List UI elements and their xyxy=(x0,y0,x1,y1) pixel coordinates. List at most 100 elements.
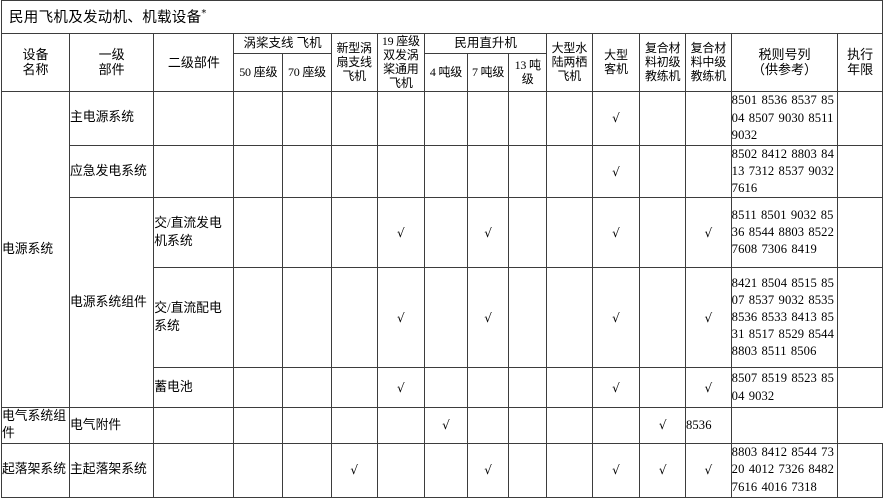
cell-mark-new-turbofan-regional xyxy=(330,197,378,268)
col-header-equipment-name: 设备 名称 xyxy=(1,33,70,92)
cell-mark-helicopter-4t xyxy=(424,267,468,368)
cell-mark-helicopter-13t xyxy=(508,442,547,498)
table-row: 电源系统组件 交/直流发电机系统 √ √ √ √ 8511 8501 9032 8536 8… xyxy=(2,197,883,408)
cell-mark-large-amphibious xyxy=(545,197,593,268)
cell-mark-large-passenger-aircraft xyxy=(545,407,593,444)
table-row: 电气系统组件 电气附件 √ √ 8536 xyxy=(1,407,883,444)
table-body: 电源系统 主电源系统 √ 8501 8536 8537 8504 8507 9030 … xyxy=(1,90,883,498)
cell-mark-turboprop-50-seat xyxy=(153,407,235,444)
table-row: 电源系统 主电源系统 √ 8501 8536 8537 8504 8507 9030 … xyxy=(1,90,883,409)
cell-execution-term xyxy=(837,197,883,268)
level1-part-line-1: 一级 xyxy=(98,46,125,62)
table-row: 应急发电系统 √ 8502 8412 8803 8413 7312 8537 903… xyxy=(2,144,883,199)
amphibious-line-2: 陆两栖 xyxy=(551,55,588,70)
check-icon: √ xyxy=(612,164,620,179)
cell-mark-turboprop-50-seat xyxy=(233,144,284,199)
cell-mark-nineteen-seat-twin-turboprop: √ xyxy=(376,367,426,408)
col-header-turboprop-70-seat: 70 座级 xyxy=(282,53,332,92)
cell-tariff-code: 8502 8412 8803 8413 7312 8537 9032 7616 xyxy=(730,144,839,199)
cell-mark-new-turbofan-regional xyxy=(282,407,332,444)
term-line-1: 执行 xyxy=(847,46,874,62)
check-icon: √ xyxy=(612,380,620,395)
composite-primary-line-2: 料初级 xyxy=(644,55,681,70)
cell-mark-new-turbofan-regional xyxy=(330,267,378,368)
page-title-asterisk: * xyxy=(201,7,207,19)
check-icon: √ xyxy=(704,380,713,395)
cell-mark-composite-primary-trainer xyxy=(639,144,686,199)
cell-mark-turboprop-70-seat xyxy=(282,90,332,146)
cell-mark-composite-intermediate-trainer: √ xyxy=(685,267,732,368)
cell-mark-large-passenger-aircraft: √ xyxy=(591,90,641,146)
cell-execution-term xyxy=(837,442,883,498)
nineteen-seat-line-1: 19 座级 xyxy=(381,34,420,48)
cell-mark-nineteen-seat-twin-turboprop xyxy=(330,407,378,444)
composite-intermediate-line-3: 教练机 xyxy=(690,69,727,84)
col-header-helicopter-4t: 4 吨级 xyxy=(424,53,468,92)
cell-mark-composite-intermediate-trainer: √ xyxy=(685,367,732,408)
cell-execution-term xyxy=(837,144,883,199)
cell-mark-helicopter-7t xyxy=(466,144,510,199)
col-header-large-passenger-aircraft: 大型 客机 xyxy=(591,33,641,92)
cell-level1-part: 电气系统组件 xyxy=(1,407,70,444)
cell-tariff-code: 8511 8501 9032 8536 8544 8803 8522 7608 … xyxy=(730,197,839,268)
equipment-tariff-table: 设备 名称 一级 部件 二级部件 涡桨支线 飞机 新型涡 扇支线 飞机 19 座… xyxy=(1,32,883,498)
amphibious-line-3: 飞机 xyxy=(557,69,582,84)
composite-primary-line-3: 教练机 xyxy=(644,69,681,84)
cell-mark-turboprop-50-seat xyxy=(233,267,284,368)
check-icon: √ xyxy=(397,310,405,325)
cell-execution-term xyxy=(730,407,839,444)
table-row: 蓄电池 √ √ √ 8507 8519 8523 8504 9032 xyxy=(2,367,883,408)
level1-part-line-2: 部件 xyxy=(98,62,125,78)
cell-mark-helicopter-13t xyxy=(508,144,547,199)
heli-13t-line-2: 级 xyxy=(521,72,534,87)
cell-mark-helicopter-4t xyxy=(376,407,426,444)
term-line-2: 年限 xyxy=(847,62,874,78)
cell-mark-new-turbofan-regional xyxy=(330,90,378,146)
cell-mark-helicopter-4t xyxy=(424,197,468,268)
cell-mark-helicopter-4t xyxy=(424,367,468,408)
cell-tariff-code: 8507 8519 8523 8504 9032 xyxy=(730,367,839,408)
cell-mark-helicopter-7t: √ xyxy=(466,267,510,368)
cell-mark-turboprop-50-seat xyxy=(233,90,284,146)
nineteen-seat-line-4: 飞机 xyxy=(389,76,413,91)
cell-mark-helicopter-13t xyxy=(466,407,510,444)
cell-level2-part xyxy=(153,90,235,146)
cell-mark-helicopter-13t xyxy=(508,90,547,146)
cell-mark-nineteen-seat-twin-turboprop xyxy=(376,144,426,199)
cell-execution-term xyxy=(837,367,883,408)
cell-level1-part: 电源系统组件 xyxy=(68,197,155,408)
composite-primary-line-1: 复合材 xyxy=(644,41,681,56)
cell-mark-turboprop-70-seat xyxy=(282,197,332,268)
cell-level2-part xyxy=(153,442,235,498)
col-header-helicopter-7t: 7 吨级 xyxy=(466,53,510,92)
cell-mark-turboprop-70-seat xyxy=(282,367,332,408)
cell-mark-helicopter-13t xyxy=(508,197,547,268)
cell-execution-term xyxy=(837,90,883,146)
cell-tariff-code: 8536 xyxy=(685,407,732,444)
new-turbofan-line-2: 扇支线 xyxy=(336,55,372,70)
cell-mark-nineteen-seat-twin-turboprop: √ xyxy=(376,197,426,268)
new-turbofan-line-1: 新型涡 xyxy=(336,41,372,56)
cell-mark-turboprop-70-seat xyxy=(282,144,332,199)
cell-mark-composite-primary-trainer: √ xyxy=(639,442,686,498)
check-icon: √ xyxy=(612,310,620,325)
cell-mark-composite-intermediate-trainer: √ xyxy=(639,407,686,444)
cell-tariff-code: 8421 8504 8515 8507 8537 9032 8535 8536 … xyxy=(730,267,839,368)
cell-mark-large-passenger-aircraft: √ xyxy=(591,367,641,408)
cell-mark-helicopter-7t: √ xyxy=(466,442,510,498)
check-icon: √ xyxy=(704,310,713,325)
cell-mark-turboprop-50-seat xyxy=(233,367,284,408)
composite-intermediate-line-2: 料中级 xyxy=(690,55,727,70)
col-header-composite-primary-trainer: 复合材 料初级 教练机 xyxy=(639,33,686,92)
col-header-helicopter-13t: 13 吨 级 xyxy=(508,53,547,92)
nineteen-seat-line-2: 双发涡 xyxy=(383,48,419,63)
cell-mark-composite-intermediate-trainer xyxy=(685,144,732,199)
cell-mark-nineteen-seat-twin-turboprop: √ xyxy=(376,267,426,368)
cell-mark-large-amphibious xyxy=(545,267,593,368)
cell-mark-composite-primary-trainer xyxy=(639,267,686,368)
check-icon: √ xyxy=(612,463,620,478)
cell-mark-large-passenger-aircraft: √ xyxy=(591,197,641,268)
cell-mark-helicopter-7t xyxy=(466,90,510,146)
cell-mark-new-turbofan-regional xyxy=(330,367,378,408)
